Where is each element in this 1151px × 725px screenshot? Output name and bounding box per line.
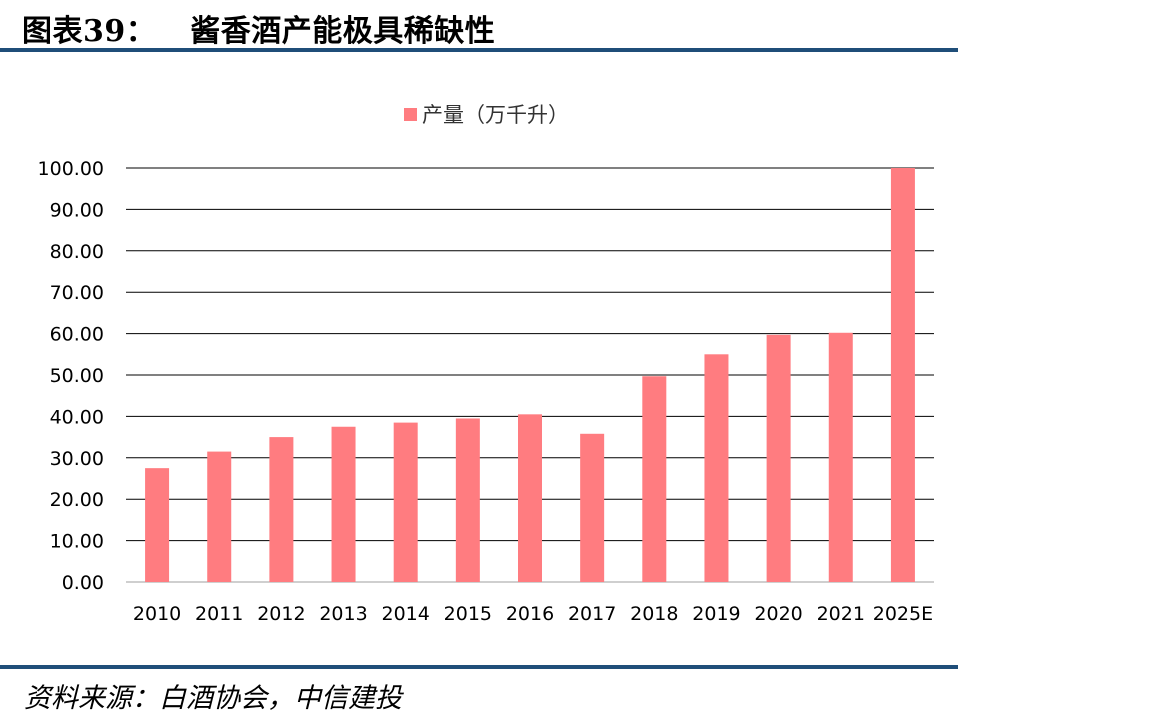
y-tick-label: 10.00	[50, 531, 104, 553]
x-tick-label: 2020	[754, 603, 802, 625]
x-tick-label: 2019	[692, 603, 740, 625]
bar-2018	[642, 376, 667, 582]
bars	[145, 168, 915, 582]
x-tick-label: 2025E	[873, 603, 933, 625]
bar-2019	[704, 354, 729, 582]
bar-2017	[580, 433, 605, 582]
x-tick-label: 2021	[817, 603, 865, 625]
bar-2012	[269, 437, 294, 582]
source-note: 资料来源：白酒协会，中信建投	[24, 683, 402, 714]
y-tick-label: 60.00	[50, 324, 104, 346]
x-tick-label: 2011	[195, 603, 243, 625]
x-tick-label: 2018	[630, 603, 678, 625]
x-tick-label: 2010	[133, 603, 181, 625]
bar-2014	[393, 422, 418, 582]
legend-swatch	[404, 108, 417, 121]
bottom-rule	[0, 665, 958, 669]
x-tick-label: 2014	[382, 603, 430, 625]
bar-2025E	[890, 168, 915, 582]
y-tick-label: 90.00	[50, 199, 104, 221]
y-tick-label: 40.00	[50, 406, 104, 428]
figure-title-text: 酱香酒产能极具稀缺性	[190, 14, 496, 49]
bar-2016	[518, 414, 542, 582]
bar-2021	[828, 332, 853, 582]
figure-number: 图表39：	[22, 14, 157, 49]
legend: 产量（万千升）	[404, 103, 569, 127]
y-tick-label: 70.00	[50, 282, 104, 304]
x-tick-label: 2016	[506, 603, 554, 625]
y-tick-label: 0.00	[62, 572, 104, 594]
bar-2015	[455, 418, 480, 582]
y-tick-label: 50.00	[50, 365, 104, 387]
top-rule	[0, 48, 958, 52]
y-tick-label: 100.00	[38, 158, 104, 180]
figure-title: 图表39： 酱香酒产能极具稀缺性	[22, 6, 495, 50]
y-axis-labels: 0.00 10.00 20.00 30.00 40.00 50.00 60.00 70.00 8…	[38, 158, 104, 594]
legend-label: 产量（万千升）	[422, 103, 569, 127]
y-tick-label: 20.00	[50, 489, 104, 511]
x-tick-label: 2017	[568, 603, 616, 625]
bar-2010	[145, 468, 170, 582]
x-tick-label: 2012	[257, 603, 305, 625]
y-tick-label: 30.00	[50, 448, 104, 470]
x-tick-label: 2015	[444, 603, 492, 625]
x-tick-label: 2013	[319, 603, 367, 625]
bar-2013	[331, 426, 356, 582]
x-axis-labels: 2010 2011 2012 2013 2014 2015 2016 2017 2018 2019…	[133, 603, 933, 625]
bar-2011	[207, 451, 232, 582]
bar-2020	[766, 334, 791, 582]
y-tick-label: 80.00	[50, 241, 104, 263]
